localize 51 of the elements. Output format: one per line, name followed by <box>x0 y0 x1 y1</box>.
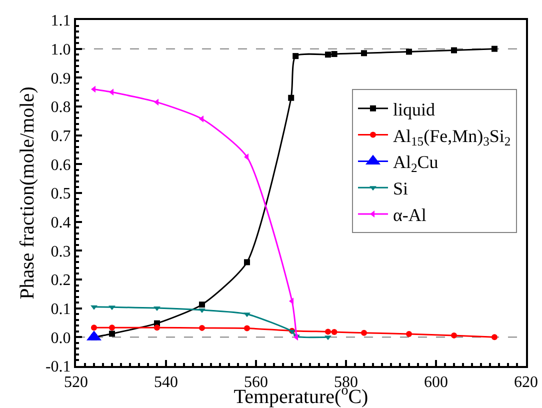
point <box>109 330 115 337</box>
y-tick-label: 0.0 <box>50 330 71 347</box>
point <box>406 331 412 337</box>
x-tick-label: 520 <box>64 374 88 392</box>
point <box>361 50 367 56</box>
legend-label: Si <box>393 178 408 199</box>
point <box>91 324 97 331</box>
point <box>199 302 205 308</box>
legend-label: liquid <box>393 99 436 120</box>
y-axis-title: Phase fraction(mole/mole) <box>16 86 38 300</box>
legend-label: Al$_{2}$Cu <box>393 152 438 175</box>
point <box>361 330 367 336</box>
point <box>154 324 160 331</box>
point <box>492 334 498 340</box>
y-tick-label: 0.7 <box>50 128 71 145</box>
point <box>325 52 331 58</box>
y-tick-label: 0.8 <box>50 99 71 116</box>
point <box>288 94 294 101</box>
point <box>108 306 116 310</box>
point <box>331 328 338 335</box>
y-tick-label: -0.1 <box>45 358 71 376</box>
legend-label: Al$_{15}$(Fe,Mn)$_{3}$Si$_{2}$ <box>393 126 511 149</box>
point <box>325 328 331 335</box>
y-tick-label: 1.0 <box>50 41 71 58</box>
point <box>244 325 250 332</box>
x-tick-label: 600 <box>424 374 448 392</box>
point <box>199 324 205 331</box>
y-tick-label: 0.6 <box>50 156 71 174</box>
y-tick-label: 1.1 <box>50 12 71 30</box>
x-tick-label: 540 <box>154 374 178 392</box>
y-tick-label: 0.4 <box>50 214 71 232</box>
point <box>198 308 206 314</box>
y-tick-label: 0.5 <box>50 186 71 203</box>
point <box>406 48 412 55</box>
point <box>451 47 457 54</box>
point <box>109 324 115 331</box>
point <box>244 312 250 318</box>
y-tick-label: 0.1 <box>50 300 71 318</box>
point <box>154 306 160 312</box>
y-tick-label: 0.3 <box>50 243 71 260</box>
y-tick-label: 0.2 <box>50 272 71 290</box>
legend-label: α-Al <box>393 205 426 226</box>
y-tick-label: 0.9 <box>50 70 71 88</box>
point <box>451 332 457 338</box>
point <box>324 336 332 340</box>
point <box>492 46 498 52</box>
point <box>90 305 98 310</box>
point <box>292 53 299 60</box>
point <box>244 259 250 266</box>
x-tick-label: 620 <box>514 374 538 392</box>
point <box>331 51 338 58</box>
